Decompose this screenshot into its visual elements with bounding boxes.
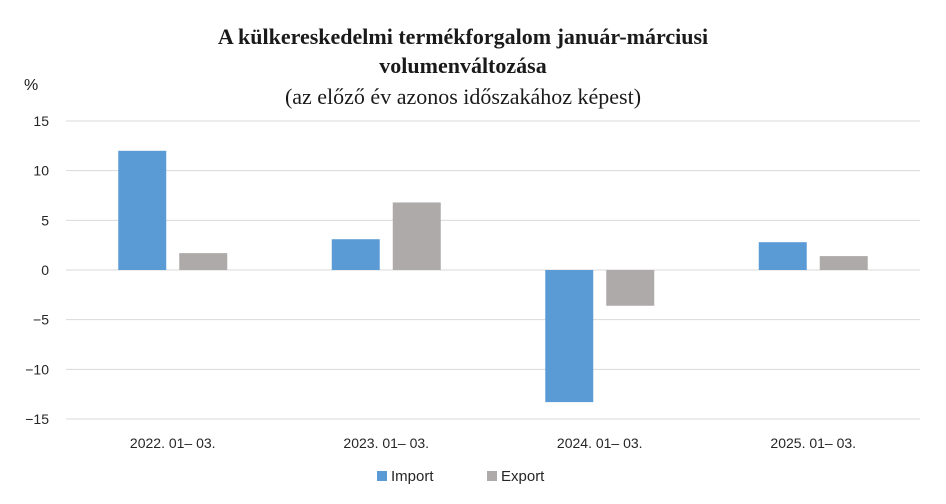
x-tick-label: 2023. 01– 03. [343,435,429,451]
bar-import-2 [545,270,594,403]
chart-subtitle: (az előző év azonos időszakához képest) [285,84,641,109]
x-tick-label: 2022. 01– 03. [130,435,216,451]
bar-export-2 [606,270,655,306]
x-tick-label: 2025. 01– 03. [770,435,856,451]
bar-export-3 [819,256,868,270]
bars [118,150,868,403]
chart-title-line1: A külkereskedelmi termékforgalom január-… [218,24,708,49]
y-tick-label: 5 [41,212,49,228]
legend-label-import: Import [391,468,434,485]
legend-swatch-import [377,471,387,481]
y-axis-unit-label: % [24,77,38,94]
y-tick-label: 10 [33,163,49,179]
y-tick-label: −15 [25,411,49,427]
bar-export-1 [392,202,441,270]
chart-title-line2: volumenváltozása [379,53,546,78]
legend-label-export: Export [501,468,545,485]
bar-import-3 [758,242,807,270]
y-tick-label: −10 [25,361,49,377]
legend: Import Export [377,468,545,485]
y-tick-label: 0 [41,262,49,278]
x-tick-label: 2024. 01– 03. [557,435,643,451]
bar-import-0 [118,150,167,270]
legend-swatch-export [487,471,497,481]
bar-import-1 [331,239,380,270]
y-axis-ticks: 15 10 5 0 −5 −10 −15 [25,113,49,427]
y-tick-label: 15 [33,113,49,129]
x-axis-ticks: 2022. 01– 03. 2023. 01– 03. 2024. 01– 03. 2… [130,435,856,451]
bar-export-0 [179,253,228,270]
y-tick-label: −5 [33,312,49,328]
